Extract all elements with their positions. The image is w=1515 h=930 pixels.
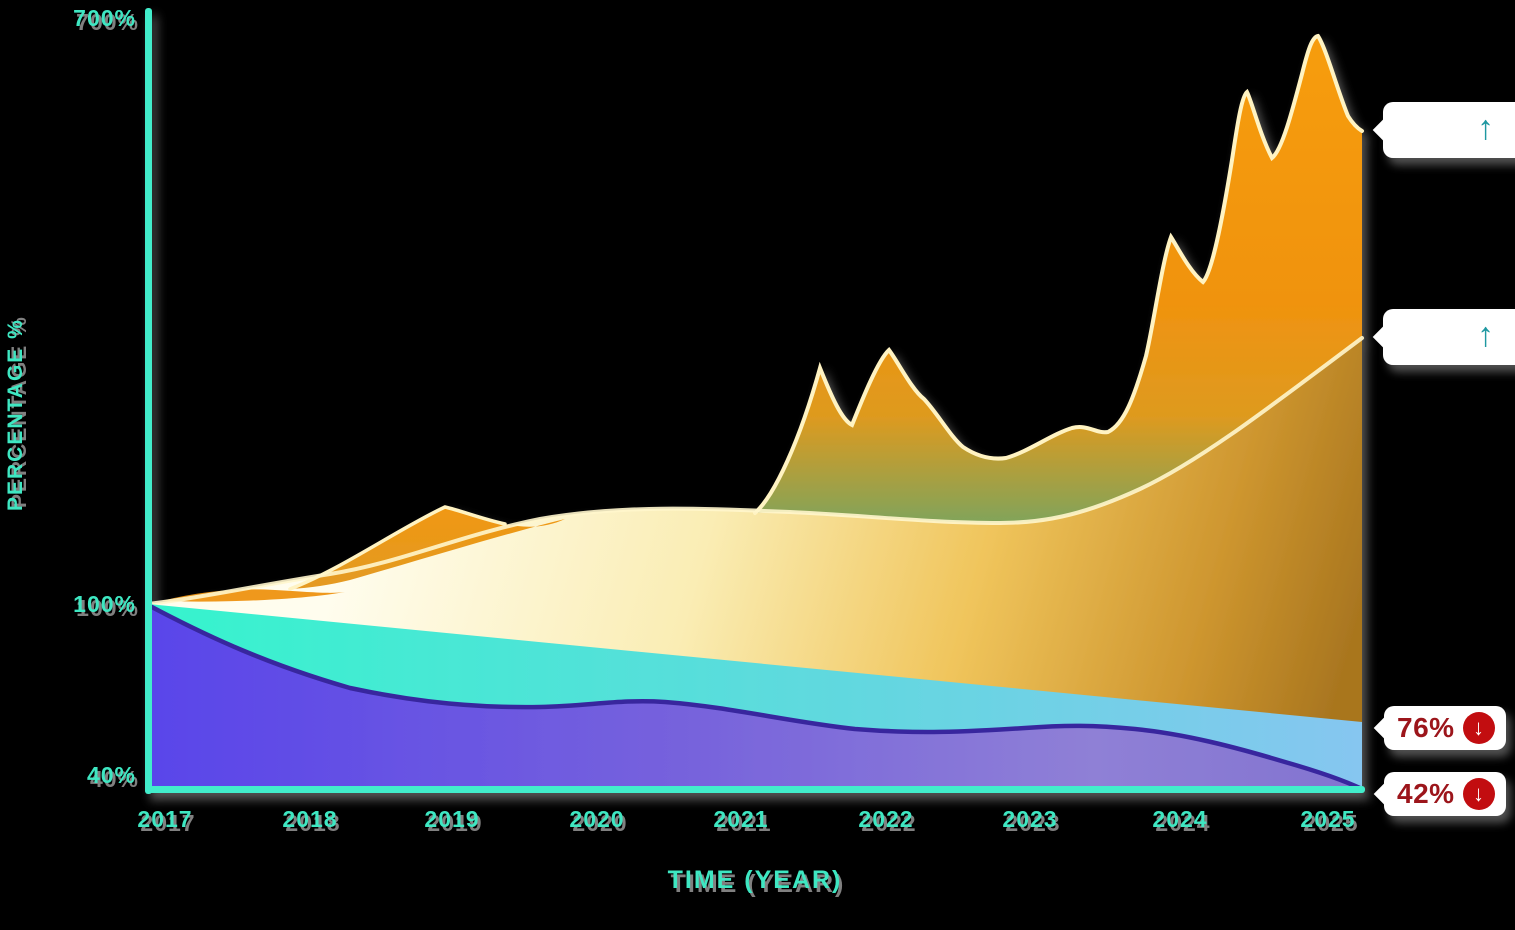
x-axis-title: TIME (YEAR) [667, 866, 843, 894]
arrow-down-glyph: ↓ [1473, 715, 1485, 740]
y-axis-title: PERCENTAGE % [4, 318, 27, 512]
orange-area [755, 36, 1362, 523]
x-tick-2022: 2022 [858, 806, 914, 832]
x-axis-line [145, 786, 1365, 793]
callout-gold-end: ↑ [1372, 309, 1515, 365]
callout-purple-end: 42% ↓ [1373, 772, 1506, 816]
callout-teal-end: 76% ↓ [1373, 706, 1506, 750]
arrow-down-circle-icon: ↓ [1462, 712, 1495, 744]
arrow-up-icon: ↑ [1477, 109, 1494, 147]
purple-area [148, 605, 1362, 792]
purple-area-stroke [145, 602, 1365, 792]
y-tick-700: 700% [73, 5, 136, 31]
x-tick-2023: 2023 [1002, 806, 1058, 832]
x-tick-2017: 2017 [137, 806, 193, 832]
x-tick-2021: 2021 [713, 806, 769, 832]
x-tick-2020: 2020 [569, 806, 625, 832]
y-axis-line [145, 8, 152, 794]
callout-orange-end: ↑ [1372, 102, 1515, 158]
x-tick-2025: 2025 [1300, 806, 1356, 832]
arrow-up-icon: ↑ [1477, 316, 1494, 354]
y-tick-100: 100% [73, 591, 136, 617]
gold-area [148, 338, 1362, 723]
y-tick-40: 40% [86, 762, 136, 788]
arrow-down-circle-icon: ↓ [1462, 778, 1495, 810]
orange-area-highlight [753, 33, 1364, 515]
x-tick-2019: 2019 [424, 806, 480, 832]
callout-purple-value: 42% [1397, 778, 1455, 809]
gold-ridge-highlight [146, 336, 1364, 606]
arrow-down-glyph: ↓ [1473, 781, 1485, 806]
callout-teal-value: 76% [1397, 712, 1455, 743]
orange-bump-highlight [288, 505, 507, 591]
x-tick-2024: 2024 [1152, 806, 1208, 832]
orange-sliver [162, 589, 345, 602]
x-tick-2018: 2018 [282, 806, 338, 832]
